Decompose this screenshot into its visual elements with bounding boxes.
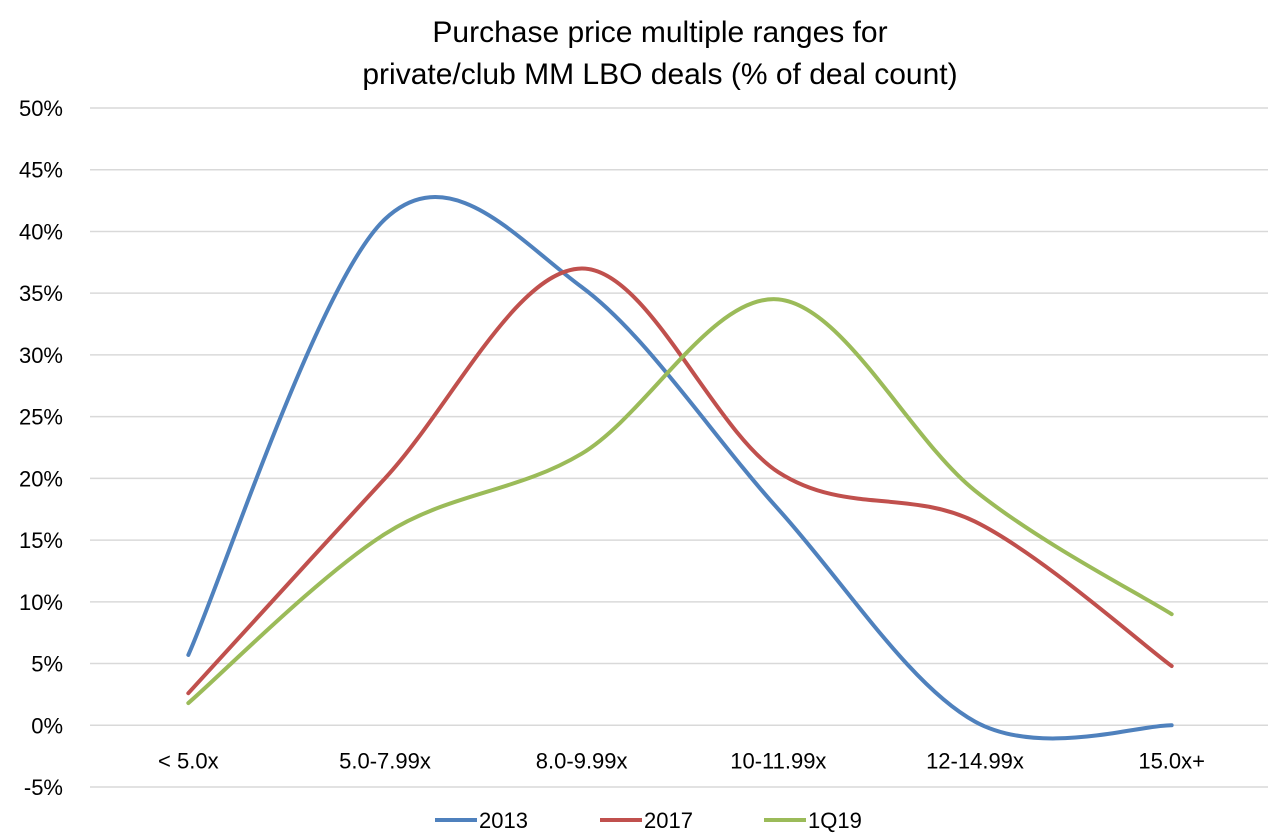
series-lines (186, 195, 1174, 741)
series-line-2017 (186, 266, 1174, 696)
x-axis-tick-labels: < 5.0x 5.0-7.99x 8.0-9.99x 10-11.99x 12-14.9… (158, 748, 1205, 773)
series-line-2013 (186, 195, 1174, 741)
x-tick-label: 10-11.99x (730, 748, 826, 773)
y-tick-label: 40% (19, 219, 63, 244)
x-tick-label: 8.0-9.99x (536, 748, 628, 773)
series-line-1q19 (186, 297, 1174, 706)
y-tick-label: 15% (19, 528, 63, 553)
y-tick-label: 5% (31, 652, 63, 677)
x-tick-label: 12-14.99x (926, 748, 1024, 773)
x-tick-label: < 5.0x (158, 748, 219, 773)
chart-title-line-1: Purchase price multiple ranges for (432, 16, 888, 49)
legend-label-2013: 2013 (479, 808, 528, 833)
x-tick-label: 15.0x+ (1138, 748, 1205, 773)
legend: 2013 2017 1Q19 (435, 808, 862, 833)
y-tick-label: 30% (19, 343, 63, 368)
y-tick-label: -5% (24, 775, 63, 800)
y-tick-label: 20% (19, 466, 63, 491)
legend-label-1q19: 1Q19 (808, 808, 862, 833)
y-tick-label: 45% (19, 158, 63, 183)
chart-title-line-2: private/club MM LBO deals (% of deal cou… (362, 58, 958, 91)
y-tick-label: 10% (19, 590, 63, 615)
y-tick-label: 25% (19, 405, 63, 430)
y-tick-label: 0% (31, 713, 63, 738)
chart-title: Purchase price multiple ranges for priva… (0, 12, 1268, 96)
legend-label-2017: 2017 (644, 808, 693, 833)
y-tick-label: 35% (19, 281, 63, 306)
x-tick-label: 5.0-7.99x (339, 748, 431, 773)
y-axis-tick-labels: -5% 0% 5% 10% 15% 20% 25% 30% 35% 40% 45% 50% (19, 96, 63, 800)
y-tick-label: 50% (19, 96, 63, 121)
